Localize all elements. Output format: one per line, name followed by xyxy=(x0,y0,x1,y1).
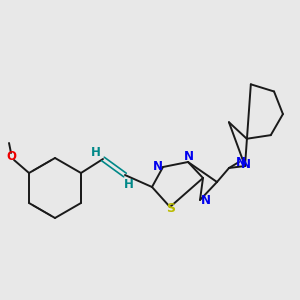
Text: H: H xyxy=(91,146,101,160)
Text: N: N xyxy=(153,160,163,173)
Text: S: S xyxy=(167,202,176,214)
Text: N: N xyxy=(236,157,246,169)
Text: O: O xyxy=(6,151,16,164)
Text: N: N xyxy=(201,194,211,208)
Text: N: N xyxy=(241,158,251,172)
Text: N: N xyxy=(184,151,194,164)
Text: H: H xyxy=(124,178,134,191)
